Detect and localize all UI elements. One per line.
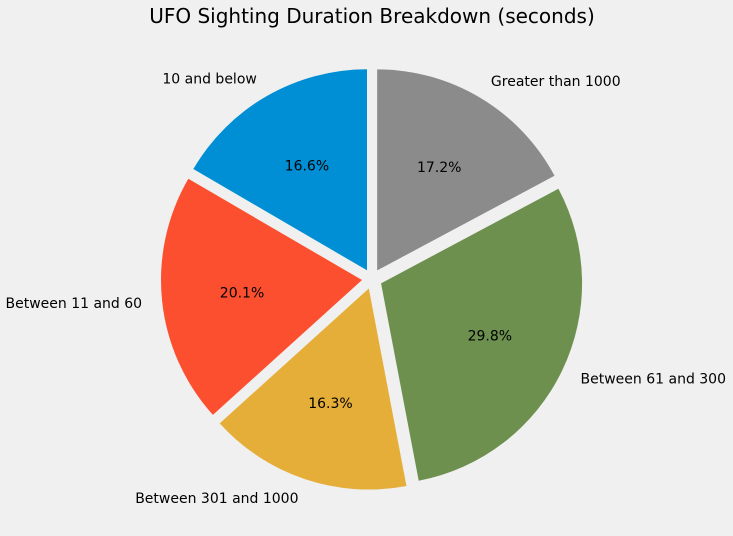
slice-label-between-11-and-60: Between 11 and 60 — [6, 296, 143, 312]
pct-label-between-11-and-60: 20.1% — [220, 286, 264, 302]
pie-slice-between-11-and-60 — [161, 178, 363, 415]
pct-label-greater-than-1000: 17.2% — [417, 160, 461, 176]
pie-slice-greater-than-1000 — [377, 69, 555, 271]
pie-slice-between-301-and-1000 — [219, 288, 407, 490]
pct-label-between-301-and-1000: 16.3% — [308, 396, 352, 412]
slice-label-10-and-below: 10 and below — [162, 72, 256, 88]
pie-slice-between-61-and-300 — [381, 188, 583, 481]
slice-label-between-301-and-1000: Between 301 and 1000 — [135, 491, 298, 507]
slice-label-between-61-and-300: Between 61 and 300 — [581, 372, 726, 388]
slice-label-greater-than-1000: Greater than 1000 — [491, 74, 621, 90]
pct-label-10-and-below: 16.6% — [285, 159, 329, 175]
pie-slices — [161, 69, 583, 490]
pie-slice-10-and-below — [193, 69, 367, 271]
pie-labels: 16.6% 10 and below 20.1% Between 11 and 60 1… — [6, 72, 726, 508]
pct-label-between-61-and-300: 29.8% — [468, 328, 512, 344]
chart-title: UFO Sighting Duration Breakdown (seconds… — [149, 4, 595, 28]
